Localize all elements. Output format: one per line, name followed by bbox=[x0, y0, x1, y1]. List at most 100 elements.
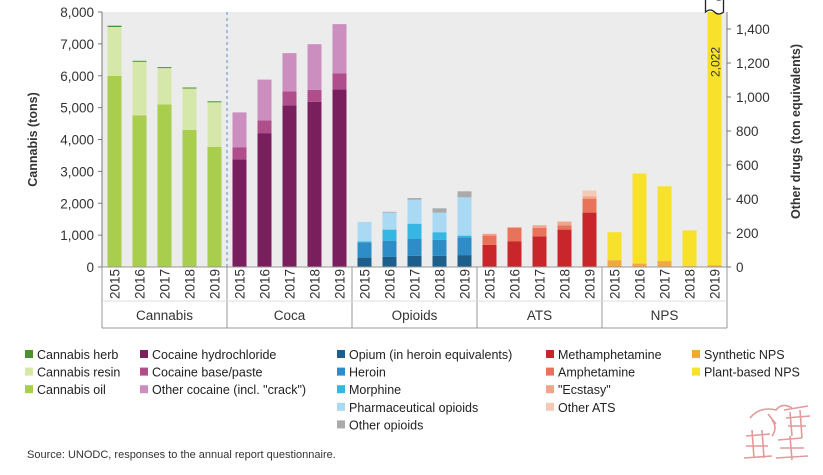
bar-coca-other-cocaine-incl-crack-2015 bbox=[232, 112, 247, 148]
year-label-opioids-2019: 2019 bbox=[458, 269, 473, 299]
bar-ats-methamphetamine-2015 bbox=[482, 244, 497, 267]
legend-item-plant-based-nps: Plant-based NPS bbox=[692, 366, 800, 380]
right-tick-label: 1,000 bbox=[736, 90, 770, 105]
group-label-nps: NPS bbox=[651, 308, 679, 323]
bar-cannabis-cannabis-oil-2019 bbox=[207, 146, 222, 267]
year-label-opioids-2015: 2015 bbox=[358, 269, 373, 299]
bar-opioids-pharmaceutical-opioids-2019 bbox=[457, 197, 472, 236]
bar-ats-ecstasy-2016 bbox=[507, 227, 522, 228]
bar-opioids-opium-in-heroin-equivalents-2017 bbox=[407, 255, 422, 267]
bar-opioids-heroin-2018 bbox=[432, 239, 447, 256]
bar-opioids-pharmaceutical-opioids-2018 bbox=[432, 212, 447, 233]
left-tick-label: 3,000 bbox=[60, 164, 94, 179]
right-tick-label: 600 bbox=[736, 158, 759, 173]
legend-item-other-ats: Other ATS bbox=[546, 401, 615, 415]
bar-opioids-pharmaceutical-opioids-2017 bbox=[407, 199, 422, 224]
bar-cannabis-cannabis-herb-2016 bbox=[132, 60, 147, 62]
bar-cannabis-cannabis-resin-2015 bbox=[107, 27, 122, 76]
year-label-cannabis-2019: 2019 bbox=[208, 269, 223, 299]
legend: Cannabis herb Cannabis resin Cannabis oil C… bbox=[25, 348, 800, 432]
right-axis-title: Other drugs (ton equivalents) bbox=[789, 44, 803, 219]
legend-swatch-amphetamine bbox=[546, 367, 554, 376]
legend-item-other-cocaine-incl-crack: Other cocaine (incl. "crack") bbox=[140, 383, 306, 397]
bar-opioids-heroin-2019 bbox=[457, 237, 472, 256]
group-label-ats: ATS bbox=[527, 308, 552, 323]
bar-cannabis-cannabis-oil-2015 bbox=[107, 75, 122, 268]
year-label-ats-2019: 2019 bbox=[583, 269, 598, 299]
year-label-ats-2017: 2017 bbox=[533, 269, 548, 299]
bar-coca-cocaine-hydrochloride-2018 bbox=[307, 101, 322, 268]
bar-coca-cocaine-base-paste-2016 bbox=[257, 120, 272, 134]
right-tick-label: 800 bbox=[736, 124, 759, 139]
year-label-ats-2015: 2015 bbox=[483, 269, 498, 299]
bar-opioids-morphine-2016 bbox=[382, 229, 397, 241]
legend-swatch-cannabis-herb bbox=[25, 350, 33, 358]
bar-coca-cocaine-hydrochloride-2016 bbox=[257, 133, 272, 267]
bar-cannabis-cannabis-herb-2019 bbox=[207, 101, 222, 103]
bar-ats-ecstasy-2017 bbox=[532, 225, 547, 228]
year-label-coca-2018: 2018 bbox=[308, 269, 323, 299]
bar-cannabis-cannabis-resin-2016 bbox=[132, 61, 147, 116]
left-tick-label: 7,000 bbox=[60, 37, 94, 52]
bar-ats-ecstasy-2015 bbox=[482, 233, 497, 236]
legend-label-other-cocaine-incl-crack: Other cocaine (incl. "crack") bbox=[152, 383, 306, 397]
legend-swatch-synthetic-nps bbox=[692, 350, 700, 358]
bar-coca-other-cocaine-incl-crack-2016 bbox=[257, 79, 272, 121]
year-label-opioids-2017: 2017 bbox=[408, 269, 423, 299]
legend-swatch-heroin bbox=[337, 367, 345, 376]
legend-label-cannabis-herb: Cannabis herb bbox=[37, 348, 118, 362]
bar-cannabis-cannabis-resin-2018 bbox=[182, 88, 197, 130]
legend-item-cocaine-hydrochloride: Cocaine hydrochloride bbox=[140, 348, 276, 362]
bar-opioids-opium-in-heroin-equivalents-2016 bbox=[382, 256, 397, 267]
year-label-coca-2019: 2019 bbox=[333, 269, 348, 299]
legend-item-other-opioids: Other opioids bbox=[337, 418, 423, 432]
legend-item-pharmaceutical-opioids: Pharmaceutical opioids bbox=[337, 401, 478, 415]
left-tick-label: 1,000 bbox=[60, 228, 94, 243]
bar-nps-synthetic-nps-2017 bbox=[657, 261, 672, 267]
watermark-seal-logo bbox=[743, 404, 811, 461]
bar-nps-synthetic-nps-2015 bbox=[607, 260, 622, 267]
year-label-cannabis-2017: 2017 bbox=[158, 269, 173, 299]
legend-swatch-plant-based-nps bbox=[692, 367, 700, 376]
bar-nps-synthetic-nps-2016 bbox=[632, 263, 647, 267]
year-label-coca-2016: 2016 bbox=[258, 269, 273, 299]
bar-coca-cocaine-hydrochloride-2019 bbox=[332, 89, 347, 267]
left-tick-label: 6,000 bbox=[60, 69, 94, 84]
legend-item-morphine: Morphine bbox=[337, 383, 401, 397]
legend-label-cannabis-resin: Cannabis resin bbox=[37, 366, 120, 380]
left-tick-label: 8,000 bbox=[60, 5, 94, 20]
legend-swatch-opium-in-heroin-equivalents bbox=[337, 350, 345, 358]
bar-opioids-morphine-2015 bbox=[357, 241, 372, 243]
year-label-coca-2015: 2015 bbox=[233, 269, 248, 299]
bar-coca-cocaine-hydrochloride-2017 bbox=[282, 105, 297, 268]
legend-swatch-methamphetamine bbox=[546, 350, 554, 358]
legend-item-amphetamine: Amphetamine bbox=[546, 366, 635, 380]
legend-label-methamphetamine: Methamphetamine bbox=[558, 348, 662, 362]
year-label-ats-2018: 2018 bbox=[558, 269, 573, 299]
year-label-nps-2016: 2016 bbox=[633, 269, 648, 299]
legend-item-cocaine-base-paste: Cocaine base/paste bbox=[140, 366, 263, 380]
year-label-nps-2018: 2018 bbox=[683, 269, 698, 299]
year-label-cannabis-2018: 2018 bbox=[183, 269, 198, 299]
bar-ats-methamphetamine-2018 bbox=[557, 229, 572, 267]
legend-label-morphine: Morphine bbox=[349, 383, 401, 397]
year-label-cannabis-2016: 2016 bbox=[133, 269, 148, 299]
year-label-nps-2015: 2015 bbox=[608, 269, 623, 299]
bar-nps-synthetic-nps-2019 bbox=[707, 265, 722, 267]
bar-ats-amphetamine-2017 bbox=[532, 227, 547, 237]
legend-swatch-ecstasy bbox=[546, 385, 554, 394]
bar-ats-ecstasy-2018 bbox=[557, 221, 572, 226]
bar-opioids-heroin-2015 bbox=[357, 242, 372, 258]
legend-swatch-cocaine-base-paste bbox=[140, 367, 148, 376]
bar-opioids-other-opioids-2019 bbox=[457, 191, 472, 198]
left-tick-label: 4,000 bbox=[60, 133, 94, 148]
bar-cannabis-cannabis-oil-2017 bbox=[157, 104, 172, 268]
legend-label-cocaine-hydrochloride: Cocaine hydrochloride bbox=[152, 348, 276, 362]
bar-cannabis-cannabis-herb-2015 bbox=[107, 25, 122, 27]
legend-item-cannabis-herb: Cannabis herb bbox=[25, 348, 118, 362]
bar-cannabis-cannabis-resin-2019 bbox=[207, 102, 222, 147]
legend-swatch-cannabis-oil bbox=[25, 385, 33, 394]
bar-opioids-pharmaceutical-opioids-2015 bbox=[357, 221, 372, 242]
right-tick-label: 0 bbox=[736, 260, 744, 275]
bar-ats-other-ats-2019 bbox=[582, 190, 597, 197]
